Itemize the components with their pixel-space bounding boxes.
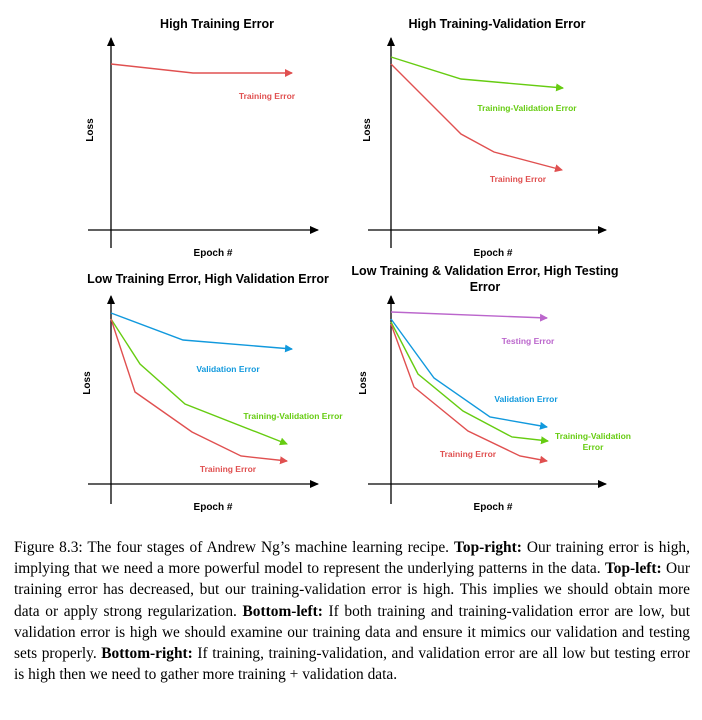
y-axis-label: Loss — [82, 371, 93, 395]
series-label-validation-error: Validation Error — [196, 364, 260, 374]
y-axis-label: Loss — [358, 371, 369, 395]
figure: High Training Error Epoch # Loss Training E… — [82, 17, 631, 513]
series-label-training-validation-error: Training-Validation — [555, 431, 631, 441]
caption-heading-bottom-right: Bottom-right: — [101, 645, 193, 663]
chart-panel-4: Low Training & Validation Error, High Te… — [351, 264, 631, 513]
figure-canvas: High Training Error Epoch # Loss Training E… — [82, 17, 631, 513]
y-axis-label: Loss — [362, 118, 373, 142]
series-line-training-validation-error — [110, 318, 288, 446]
caption-text-top-right: Our training error is high, implying tha… — [14, 539, 690, 578]
caption-text-bottom-left: If both training and training-validation… — [14, 602, 690, 663]
caption-heading-top-left: Top-left: — [604, 560, 662, 578]
series-label-training-error: Training Error — [200, 464, 257, 474]
series-line-validation-error — [110, 312, 293, 353]
series-line-validation-error — [390, 318, 548, 430]
chart-panel-2: High Training-Validation Error Epoch # Los… — [362, 17, 607, 259]
x-axis-label: Epoch # — [194, 502, 233, 513]
series-label-training-error: Training Error — [440, 449, 497, 459]
series-line-training-error — [390, 63, 563, 173]
x-axis-label: Epoch # — [474, 248, 513, 259]
series-line-training-error — [110, 63, 293, 77]
panel-title: High Training-Validation Error — [408, 17, 585, 31]
series-line-training-validation-error — [390, 56, 564, 92]
panel-title: High Training Error — [160, 17, 274, 31]
caption-lead: Figure 8.3: The four stages of Andrew Ng… — [14, 539, 450, 556]
series-label-validation-error: Validation Error — [494, 394, 558, 404]
panel-title: Low Training & Validation Error, High Te… — [351, 264, 618, 278]
chart-panel-3: Low Training Error, High Validation Erro… — [82, 272, 343, 513]
series-label-training-validation-error: Training-Validation Error — [243, 411, 343, 421]
caption-text-top-left: Our training error has decreased, but ou… — [14, 560, 690, 620]
panel-title: Error — [470, 280, 501, 294]
series-label-training-validation-error: Training-Validation Error — [477, 103, 577, 113]
panel-title: Low Training Error, High Validation Erro… — [87, 272, 329, 286]
caption-heading-bottom-left: Bottom-left: — [242, 602, 323, 620]
series-label-training-error: Training Error — [490, 174, 547, 184]
caption-text-bottom-right: If training, training-validation, and va… — [14, 645, 690, 684]
series-line-testing-error — [390, 311, 548, 322]
series-label-testing-error: Testing Error — [502, 336, 555, 346]
caption-heading-top-right: Top-right: — [454, 539, 522, 556]
chart-panel-1: High Training Error Epoch # Loss Training E… — [85, 17, 319, 259]
x-axis-label: Epoch # — [194, 248, 233, 259]
series-line-training-error — [390, 323, 548, 464]
series-line-training-validation-error — [390, 321, 549, 445]
series-label-training-validation-error: Error — [583, 442, 604, 452]
series-label-training-error: Training Error — [239, 91, 296, 101]
x-axis-label: Epoch # — [474, 502, 513, 513]
series-line-training-error — [110, 318, 288, 465]
y-axis-label: Loss — [85, 118, 96, 142]
figure-caption: Figure 8.3: The four stages of Andrew Ng… — [14, 537, 690, 685]
